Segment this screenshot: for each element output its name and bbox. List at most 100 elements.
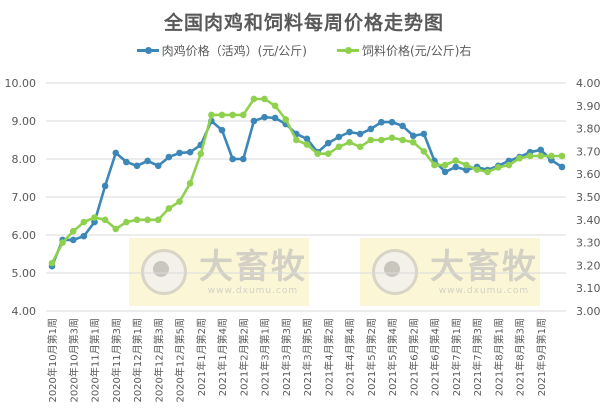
data-point: [208, 111, 215, 119]
data-point: [516, 154, 523, 162]
data-point: [420, 148, 428, 155]
x-tick-label: 2020年10月第1周: [46, 318, 59, 403]
x-tick-label: 2021年7月第3周: [471, 318, 484, 396]
x-tick-label: 2021年9月第1周: [535, 318, 548, 396]
data-point: [335, 133, 343, 141]
data-point: [463, 166, 470, 174]
chart-title: 全国肉鸡和饲料每周价格走势图: [163, 12, 444, 34]
data-point: [558, 152, 566, 160]
y-tick-left: 4.00: [12, 305, 37, 318]
data-point: [537, 146, 545, 154]
line-marker-icon: [337, 46, 359, 54]
y-tick-right: 3.10: [576, 282, 601, 295]
watermark-brand: 大畜牧: [199, 247, 307, 287]
watermark-url: www.dxumu.com: [438, 286, 530, 296]
data-point: [303, 141, 311, 148]
data-point: [367, 136, 375, 144]
data-point: [293, 136, 300, 144]
data-point: [123, 218, 130, 226]
watermark-right: 大畜牧 www.dxumu.com: [360, 238, 540, 306]
data-point: [112, 149, 120, 157]
data-point: [123, 158, 130, 166]
data-point: [367, 125, 375, 133]
data-point: [441, 161, 449, 169]
data-point: [48, 259, 56, 267]
x-tick-label: 2021年5月第2周: [365, 318, 378, 396]
data-point: [399, 136, 406, 144]
data-point: [526, 152, 534, 160]
data-point: [165, 153, 173, 161]
data-point: [101, 182, 109, 190]
data-point: [303, 135, 311, 143]
data-point: [314, 150, 321, 157]
data-point: [250, 117, 258, 125]
eye-logo-icon: [372, 249, 418, 295]
data-point: [239, 155, 247, 163]
data-point: [101, 216, 109, 224]
legend-label-chicken: 肉鸡价格（活鸡）(元/公斤): [161, 44, 307, 58]
y-tick-right: 3.60: [576, 168, 601, 181]
data-point: [80, 232, 88, 240]
data-point: [324, 139, 332, 147]
data-point: [271, 102, 279, 110]
data-point: [484, 168, 491, 176]
legend-item-feed: 饲料价格(元/公斤)右: [337, 42, 471, 59]
data-point: [176, 198, 183, 205]
data-point: [186, 148, 194, 156]
line-marker-icon: [136, 46, 159, 54]
x-tick-label: 2021年5月第4周: [386, 318, 399, 396]
data-point: [91, 214, 98, 221]
x-tick-label: 2021年3月第1周: [259, 318, 272, 396]
data-point: [388, 134, 396, 142]
y-tick-right: 3.00: [576, 305, 601, 318]
data-point: [378, 118, 385, 126]
data-point: [378, 136, 385, 144]
x-tick-label: 2020年11月第1周: [89, 318, 102, 403]
data-point: [282, 116, 290, 123]
data-point: [144, 157, 151, 165]
data-point: [229, 155, 236, 163]
legend-item-chicken: 肉鸡价格（活鸡）(元/公斤): [136, 42, 307, 59]
data-point: [154, 216, 162, 224]
data-point: [218, 111, 226, 119]
data-point: [239, 111, 247, 119]
series-line: [50, 97, 562, 264]
x-tick-label: 2021年3月第3周: [280, 318, 293, 396]
data-point: [335, 143, 343, 151]
x-tick-label: 2020年12月第3周: [152, 318, 165, 403]
watermark-brand: 大畜牧: [430, 247, 538, 287]
data-point: [218, 126, 226, 134]
data-point: [144, 216, 151, 224]
data-point: [186, 180, 194, 187]
data-point: [399, 122, 406, 130]
data-point: [420, 130, 428, 138]
data-point: [388, 118, 396, 126]
data-point: [324, 150, 332, 157]
x-tick-label: 2021年4月第4周: [344, 318, 357, 396]
data-point: [154, 162, 162, 170]
data-point: [558, 163, 566, 171]
data-point: [69, 227, 77, 235]
eye-logo-icon: [141, 249, 187, 295]
y-tick-right: 3.70: [576, 145, 601, 158]
y-tick-left: 9.00: [12, 115, 37, 128]
y-tick-right: 3.80: [576, 123, 601, 136]
data-point: [261, 113, 268, 121]
data-point: [505, 161, 513, 169]
data-point: [133, 162, 141, 170]
data-point: [431, 161, 438, 169]
data-point: [91, 218, 98, 226]
data-point: [59, 239, 66, 246]
y-tick-right: 3.20: [576, 259, 601, 272]
x-tick-label: 2021年3月第5周: [301, 318, 314, 396]
data-point: [356, 130, 364, 138]
data-point: [441, 168, 449, 176]
y-tick-left: 10.00: [5, 77, 37, 90]
y-tick-right: 3.90: [576, 100, 601, 113]
data-point: [346, 138, 353, 146]
x-tick-label: 2021年8月第1周: [492, 318, 505, 396]
data-point: [250, 95, 258, 103]
x-tick-label: 2021年1月第2周: [195, 318, 208, 396]
x-tick-label: 2021年8月第3周: [514, 318, 527, 396]
watermark-url: www.dxumu.com: [207, 286, 299, 296]
